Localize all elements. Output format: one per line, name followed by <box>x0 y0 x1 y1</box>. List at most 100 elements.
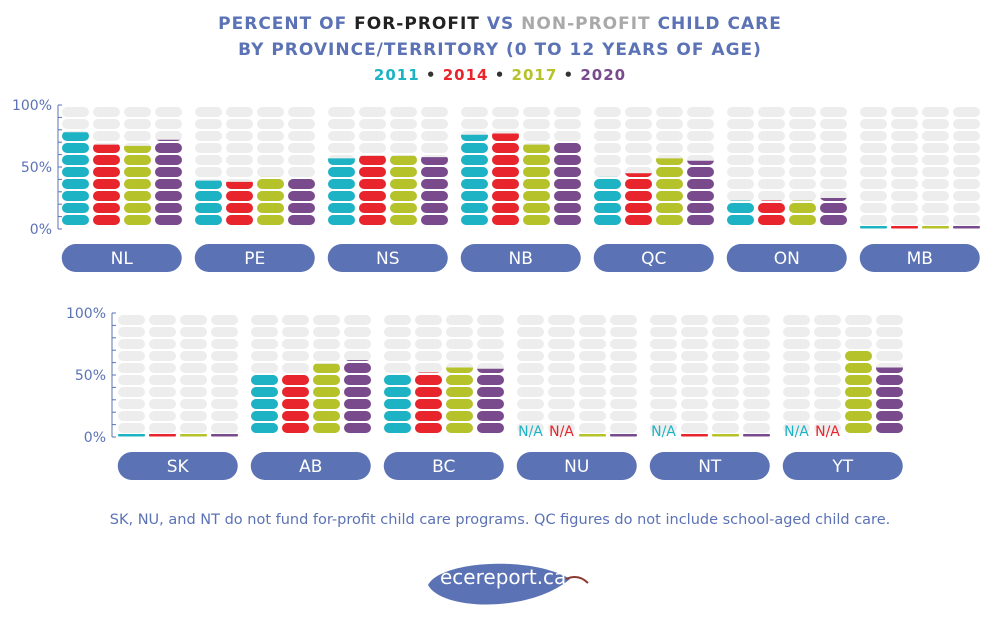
bar-segment <box>446 375 473 385</box>
bar-segment <box>93 215 120 225</box>
bar-segment <box>313 399 340 409</box>
empty-segment <box>922 167 949 177</box>
empty-segment <box>149 387 176 397</box>
bar-segment <box>758 215 785 225</box>
bar-segment <box>523 191 550 201</box>
empty-segment <box>891 143 918 153</box>
empty-segment <box>650 327 677 337</box>
empty-segment <box>226 107 253 117</box>
empty-segment <box>313 327 340 337</box>
category-label-AB: AB <box>299 457 322 477</box>
na-label: N/A <box>549 424 574 440</box>
empty-segment <box>743 423 770 433</box>
bar-segment <box>62 179 89 189</box>
empty-segment <box>681 363 708 373</box>
category-pill-NT <box>649 452 770 480</box>
empty-segment <box>594 131 621 141</box>
bar-segment <box>554 155 581 165</box>
empty-segment <box>257 155 284 165</box>
bar-segment <box>359 191 386 201</box>
category-pill-NU <box>516 452 637 480</box>
empty-segment <box>62 107 89 117</box>
empty-segment <box>687 119 714 129</box>
category-pill-SK <box>117 452 238 480</box>
bar-segment <box>845 387 872 397</box>
empty-segment <box>891 203 918 213</box>
empty-segment <box>517 399 544 409</box>
category-label-BC: BC <box>432 457 455 477</box>
empty-segment <box>820 155 847 165</box>
empty-segment <box>953 167 980 177</box>
bar-segment <box>415 423 442 433</box>
bar-segment <box>461 191 488 201</box>
category-label-NS: NS <box>376 249 400 269</box>
bar-cap-SK-2011 <box>118 434 145 437</box>
bar-segment <box>195 180 222 189</box>
bar-ON-2020 <box>820 198 847 225</box>
bar-segment <box>727 215 754 225</box>
empty-segment <box>860 203 887 213</box>
category-label-ON: ON <box>774 249 800 269</box>
empty-segment <box>650 423 677 433</box>
empty-segment <box>953 107 980 117</box>
empty-segment <box>656 119 683 129</box>
empty-segment <box>517 375 544 385</box>
bar-PE-2020 <box>288 179 315 225</box>
empty-segment <box>251 339 278 349</box>
empty-segment <box>180 411 207 421</box>
empty-segment <box>727 191 754 201</box>
bar-segment <box>687 215 714 225</box>
category-pill-QC <box>593 244 714 272</box>
category-pill-MB <box>859 244 980 272</box>
empty-segment <box>548 351 575 361</box>
bar-cap-SK-2020 <box>211 434 238 437</box>
empty-segment <box>149 423 176 433</box>
empty-segment <box>789 119 816 129</box>
empty-segment <box>845 327 872 337</box>
legend-2011: 2011 <box>373 66 420 84</box>
empty-segment <box>149 375 176 385</box>
bar-segment <box>845 399 872 409</box>
bar-cap-MB-2014 <box>891 226 918 229</box>
empty-segment <box>579 363 606 373</box>
empty-segment <box>922 131 949 141</box>
bar-BC-2020 <box>477 368 504 433</box>
empty-segment <box>727 107 754 117</box>
bar-segment <box>93 203 120 213</box>
empty-segment <box>211 363 238 373</box>
empty-segment <box>743 411 770 421</box>
empty-segment <box>579 423 606 433</box>
empty-segment <box>384 351 411 361</box>
bar-segment <box>687 160 714 165</box>
bar-segment <box>313 423 340 433</box>
bar-PE-2017 <box>257 176 284 225</box>
empty-segment <box>860 179 887 189</box>
empty-segment <box>594 107 621 117</box>
empty-segment <box>820 107 847 117</box>
empty-segment <box>789 155 816 165</box>
empty-segment <box>860 191 887 201</box>
empty-segment <box>93 131 120 141</box>
bar-segment <box>415 411 442 421</box>
bar-segment <box>93 155 120 165</box>
bar-QC-2017 <box>656 158 683 225</box>
empty-segment <box>195 131 222 141</box>
empty-segment <box>118 315 145 325</box>
bar-segment <box>62 143 89 153</box>
empty-segment <box>554 131 581 141</box>
bar-NS-2017 <box>390 155 417 225</box>
empty-segment <box>758 155 785 165</box>
bar-segment <box>876 375 903 385</box>
bar-segment <box>384 411 411 421</box>
empty-segment <box>282 315 309 325</box>
empty-segment <box>446 339 473 349</box>
bar-segment <box>758 203 785 213</box>
empty-segment <box>492 119 519 129</box>
bar-segment <box>155 203 182 213</box>
empty-segment <box>712 387 739 397</box>
bar-segment <box>359 203 386 213</box>
empty-segment <box>421 119 448 129</box>
bar-segment <box>62 132 89 141</box>
bar-segment <box>251 399 278 409</box>
category-pill-PE <box>194 244 315 272</box>
